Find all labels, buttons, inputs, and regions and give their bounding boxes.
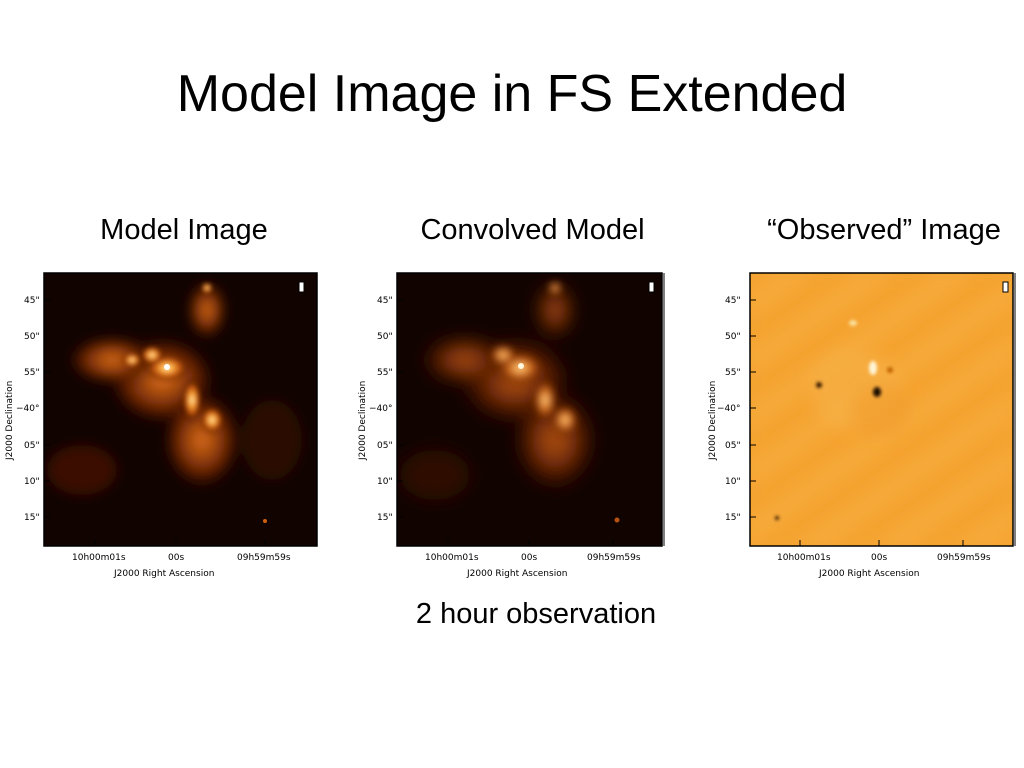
convolved-model-plot: 45" 50" 55" −40° 05" 10" 15" J2000 Decli… [358, 272, 665, 579]
y-axis-title: J2000 Declination [358, 381, 368, 461]
y-tick: 15" [725, 513, 741, 523]
x-tick: 10h00m01s [72, 553, 126, 563]
x-tick: 10h00m01s [425, 553, 479, 563]
y-tick: −40° [16, 404, 40, 414]
x-axis-title: J2000 Right Ascension [818, 569, 919, 579]
y-tick: −40° [717, 404, 741, 414]
y-tick: 05" [725, 441, 741, 451]
x-axis-title: J2000 Right Ascension [113, 569, 214, 579]
beam-icon [648, 281, 655, 293]
y-tick: 15" [377, 513, 393, 523]
caption-convolved-model: Convolved Model [420, 214, 645, 246]
convolved-emission [400, 280, 620, 523]
y-tick: 50" [725, 332, 741, 342]
convolved-model-panel: 45" 50" 55" −40° 05" 10" 15" J2000 Decli… [355, 270, 665, 590]
x-tick: 09h59m59s [587, 553, 641, 563]
beam-icon [1002, 281, 1009, 293]
x-tick: 00s [168, 553, 184, 563]
caption-model-image: Model Image [100, 214, 268, 246]
model-image-panel: 45" 50" 55" −40° 05" 10" 15" J2000 Decli… [2, 270, 318, 590]
y-tick: 05" [24, 441, 40, 451]
model-image-plot: 45" 50" 55" −40° 05" 10" 15" J2000 Decli… [5, 272, 318, 579]
caption-observed-image: “Observed” Image [767, 214, 1001, 246]
y-tick: 55" [24, 368, 40, 378]
y-tick: 50" [377, 332, 393, 342]
y-tick: 45" [725, 296, 741, 306]
y-tick: 10" [24, 477, 40, 487]
y-tick: 55" [725, 368, 741, 378]
y-axis-title: J2000 Declination [5, 381, 15, 461]
observation-duration-caption: 2 hour observation [415, 598, 657, 630]
model-emission [47, 280, 302, 523]
x-axis-title: J2000 Right Ascension [466, 569, 567, 579]
y-tick: 45" [24, 296, 40, 306]
beam-icon [298, 281, 305, 293]
observed-residual [750, 273, 1013, 546]
y-tick: 10" [377, 477, 393, 487]
observed-image-plot: 45" 50" 55" −40° 05" 10" 15" J2000 Decli… [708, 272, 1016, 579]
x-tick: 09h59m59s [937, 553, 991, 563]
x-tick: 00s [521, 553, 537, 563]
y-axis-title: J2000 Declination [708, 381, 718, 461]
y-tick: 50" [24, 332, 40, 342]
x-tick: 00s [871, 553, 887, 563]
y-tick: −40° [369, 404, 393, 414]
y-tick: 55" [377, 368, 393, 378]
slide-title: Model Image in FS Extended [176, 65, 848, 123]
x-tick: 10h00m01s [777, 553, 831, 563]
y-tick: 05" [377, 441, 393, 451]
x-tick: 09h59m59s [237, 553, 291, 563]
y-tick: 10" [725, 477, 741, 487]
observed-image-panel: 45" 50" 55" −40° 05" 10" 15" J2000 Decli… [705, 270, 1024, 590]
y-tick: 15" [24, 513, 40, 523]
y-tick: 45" [377, 296, 393, 306]
